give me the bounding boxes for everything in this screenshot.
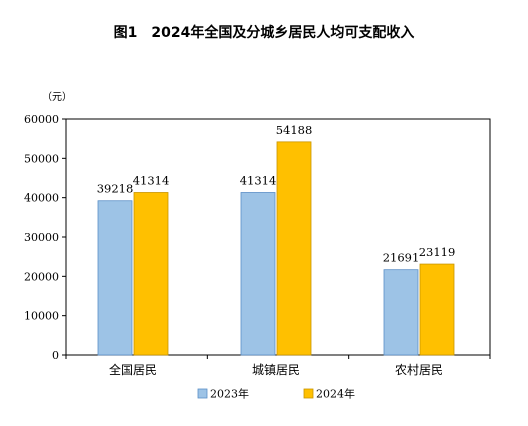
y-tick-label: 20000 <box>24 270 59 283</box>
y-tick-label: 40000 <box>24 192 59 205</box>
legend-label: 2023年 <box>210 387 249 401</box>
bar-value-label: 21691 <box>383 251 420 265</box>
y-tick-label: 30000 <box>24 231 59 244</box>
y-tick-label: 60000 <box>24 113 59 126</box>
y-axis: 0 10000 20000 30000 40000 50000 60000 <box>24 113 66 362</box>
y-tick-label: 10000 <box>24 310 59 323</box>
chart-title: 图1 2024年全国及分城乡居民人均可支配收入 <box>114 24 415 41</box>
bar-series1 <box>240 192 276 356</box>
bar-series2 <box>276 141 312 356</box>
x-axis: 全国居民 城镇居民 农村居民 <box>65 355 491 377</box>
x-tick-label: 农村居民 <box>395 363 443 377</box>
y-tick-label: 0 <box>52 349 59 362</box>
bar-value-label: 23119 <box>419 245 456 259</box>
bar-value-label: 41314 <box>240 173 277 187</box>
bar-series1 <box>97 200 133 356</box>
bar-value-label: 41314 <box>133 173 170 187</box>
legend-swatch <box>303 388 314 399</box>
bar-series2 <box>133 192 169 356</box>
y-axis-unit-label: （元） <box>42 91 72 103</box>
bar-series2 <box>419 263 455 356</box>
y-tick-label: 50000 <box>24 152 59 165</box>
legend-swatch <box>197 388 208 399</box>
legend: 2023年 2024年 <box>197 387 355 401</box>
x-tick-label: 全国居民 <box>109 362 157 377</box>
x-tick-label: 城镇居民 <box>252 363 300 377</box>
bar-value-label: 39218 <box>97 182 134 196</box>
legend-label: 2024年 <box>316 387 355 401</box>
bar-group <box>97 141 455 356</box>
bar-value-label: 54188 <box>276 123 313 137</box>
bar-series1 <box>383 269 419 356</box>
